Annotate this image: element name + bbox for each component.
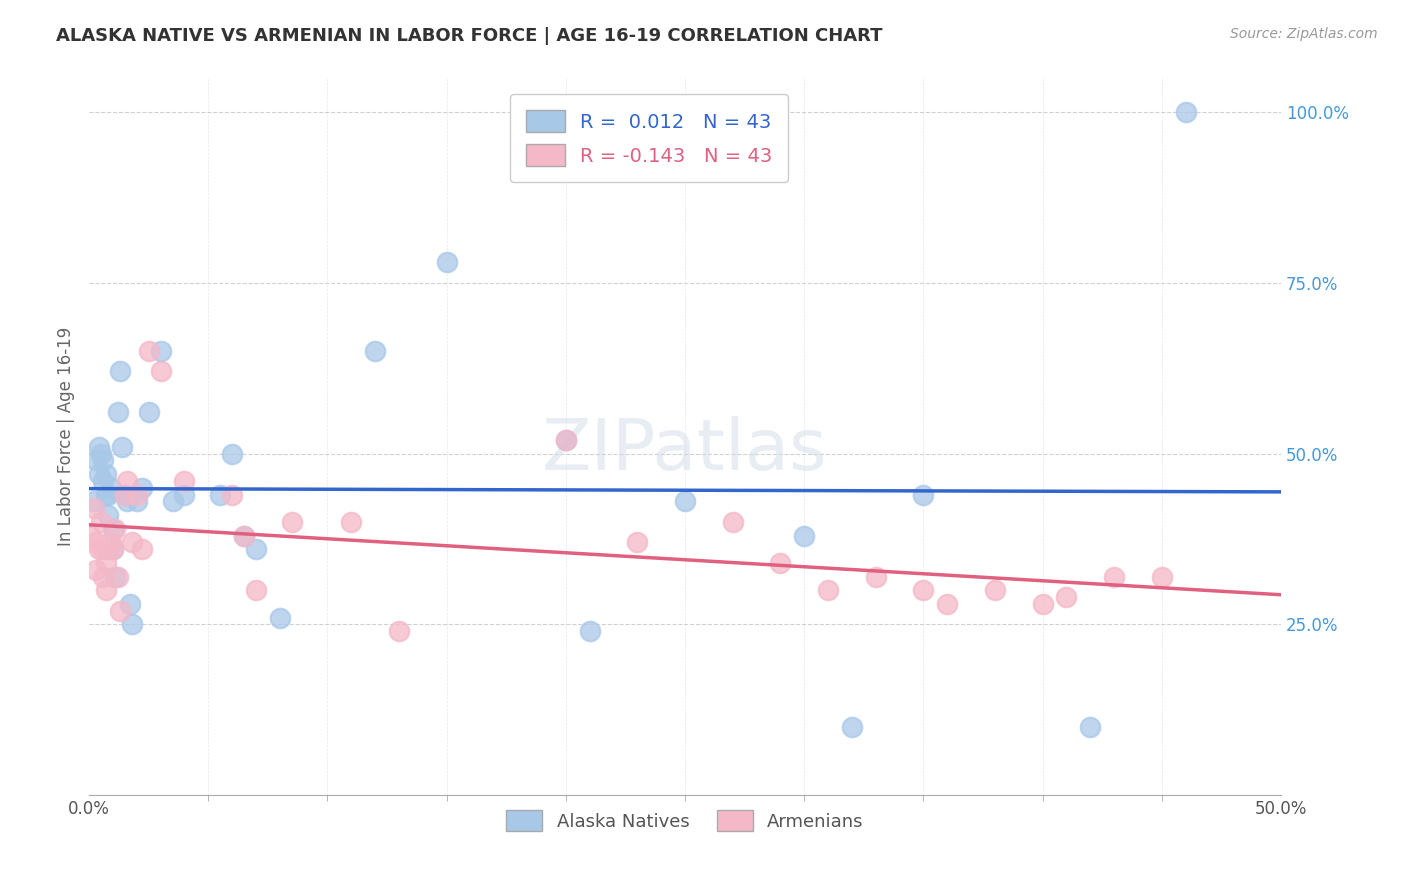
Point xyxy=(912,583,935,598)
Point xyxy=(364,343,387,358)
Point xyxy=(114,487,136,501)
Point xyxy=(121,617,143,632)
Point xyxy=(1102,569,1125,583)
Point xyxy=(436,255,458,269)
Point xyxy=(578,624,600,639)
Point xyxy=(107,569,129,583)
Text: ZIPatlas: ZIPatlas xyxy=(543,417,828,485)
Point xyxy=(104,522,127,536)
Point xyxy=(97,487,120,501)
Point xyxy=(107,405,129,419)
Point xyxy=(93,569,115,583)
Point xyxy=(149,343,172,358)
Point xyxy=(97,542,120,557)
Point xyxy=(1078,720,1101,734)
Point xyxy=(221,446,243,460)
Point xyxy=(269,610,291,624)
Point xyxy=(233,528,256,542)
Point xyxy=(221,487,243,501)
Point xyxy=(93,453,115,467)
Point xyxy=(101,542,124,557)
Point xyxy=(111,440,134,454)
Point xyxy=(1174,104,1197,119)
Point xyxy=(84,453,107,467)
Point xyxy=(865,569,887,583)
Point xyxy=(93,542,115,557)
Point xyxy=(94,556,117,570)
Point xyxy=(245,542,267,557)
Point xyxy=(173,487,195,501)
Point xyxy=(793,528,815,542)
Point xyxy=(84,535,107,549)
Point xyxy=(97,508,120,522)
Point xyxy=(173,474,195,488)
Y-axis label: In Labor Force | Age 16-19: In Labor Force | Age 16-19 xyxy=(58,326,75,546)
Point xyxy=(388,624,411,639)
Point xyxy=(94,467,117,481)
Point xyxy=(626,535,648,549)
Point xyxy=(90,446,112,460)
Point xyxy=(1032,597,1054,611)
Point xyxy=(936,597,959,611)
Point xyxy=(87,542,110,557)
Point xyxy=(104,569,127,583)
Point xyxy=(125,494,148,508)
Point xyxy=(340,515,363,529)
Legend: Alaska Natives, Armenians: Alaska Natives, Armenians xyxy=(494,797,876,844)
Point xyxy=(721,515,744,529)
Point xyxy=(209,487,232,501)
Point xyxy=(87,440,110,454)
Point xyxy=(162,494,184,508)
Point xyxy=(93,474,115,488)
Point xyxy=(80,528,103,542)
Point xyxy=(125,487,148,501)
Point xyxy=(138,405,160,419)
Point xyxy=(817,583,839,598)
Point xyxy=(673,494,696,508)
Point xyxy=(90,515,112,529)
Point xyxy=(769,556,792,570)
Point xyxy=(87,467,110,481)
Point xyxy=(100,481,122,495)
Point xyxy=(101,522,124,536)
Point xyxy=(554,433,576,447)
Point xyxy=(94,487,117,501)
Point xyxy=(114,487,136,501)
Point xyxy=(115,474,138,488)
Point xyxy=(115,494,138,508)
Point xyxy=(100,535,122,549)
Point xyxy=(118,597,141,611)
Point xyxy=(280,515,302,529)
Text: Source: ZipAtlas.com: Source: ZipAtlas.com xyxy=(1230,27,1378,41)
Point xyxy=(233,528,256,542)
Point xyxy=(108,604,131,618)
Point xyxy=(94,583,117,598)
Point xyxy=(138,343,160,358)
Point xyxy=(131,481,153,495)
Point xyxy=(108,364,131,378)
Point xyxy=(131,542,153,557)
Point xyxy=(1150,569,1173,583)
Point xyxy=(84,563,107,577)
Point xyxy=(912,487,935,501)
Point xyxy=(149,364,172,378)
Point xyxy=(121,535,143,549)
Point xyxy=(554,433,576,447)
Point xyxy=(101,542,124,557)
Point xyxy=(1054,590,1077,604)
Point xyxy=(984,583,1007,598)
Point xyxy=(245,583,267,598)
Text: ALASKA NATIVE VS ARMENIAN IN LABOR FORCE | AGE 16-19 CORRELATION CHART: ALASKA NATIVE VS ARMENIAN IN LABOR FORCE… xyxy=(56,27,883,45)
Point xyxy=(83,494,105,508)
Point xyxy=(83,501,105,516)
Point xyxy=(841,720,863,734)
